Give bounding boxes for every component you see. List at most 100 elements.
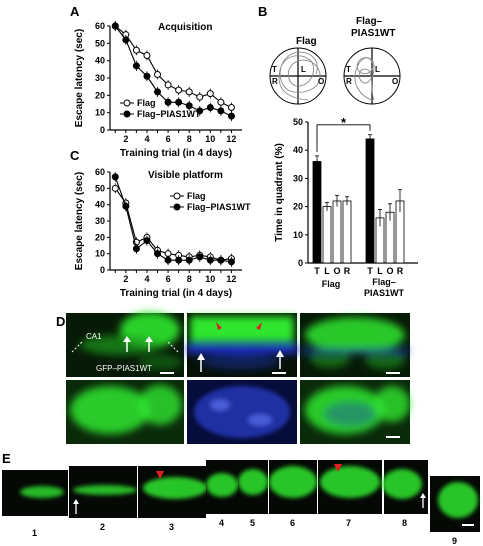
data-point-flag [196, 93, 204, 101]
y-tick-label: 10 [95, 249, 105, 259]
category-label: O [333, 266, 340, 276]
x-tick-label: 8 [187, 134, 192, 144]
data-point-pias1wt [175, 256, 183, 264]
serial-sections-panel-e: 1 2 3 4 5 6 7 8 9 [2, 460, 480, 546]
ca1-label: CA1 [86, 332, 102, 341]
group-label-pias-line2: PIAS1WT [364, 288, 405, 298]
legend-marker [123, 110, 131, 118]
y-axis-label: Escape latency (sec) [74, 172, 85, 270]
section-label-7: 7 [346, 518, 351, 528]
data-point-pias1wt [122, 202, 130, 210]
legend-label-flag: Flag [187, 191, 206, 201]
y-axis-label: Time in quadrant (%) [274, 143, 285, 242]
data-point-pias1wt [206, 256, 214, 264]
y-tick-label: 40 [95, 200, 105, 210]
legend-label-flag: Flag [137, 98, 156, 108]
x-tick-label: 12 [226, 134, 236, 144]
panel-letter-a: A [70, 4, 80, 19]
y-tick-label: 60 [95, 167, 105, 177]
y-tick-label: 10 [293, 230, 303, 240]
chart-title: Visible platform [148, 170, 223, 181]
y-tick-label: 40 [95, 56, 105, 66]
category-label: R [344, 266, 351, 276]
data-point-pias1wt [217, 256, 225, 264]
y-tick-label: 0 [100, 265, 105, 275]
data-point-flag [132, 46, 140, 54]
series-line-pias1wt [114, 176, 232, 263]
y-tick-label: 50 [95, 38, 105, 48]
quadrant-l-pias: L [375, 65, 380, 74]
x-tick-label: 2 [123, 134, 128, 144]
y-tick-label: 0 [100, 125, 105, 135]
data-point-pias1wt [206, 103, 214, 111]
data-point-flag [175, 86, 183, 94]
panel-letter-b: B [258, 4, 267, 19]
data-point-pias1wt [154, 250, 162, 258]
y-tick-label: 30 [95, 73, 105, 83]
category-label: L [324, 266, 330, 276]
category-label: O [386, 266, 393, 276]
x-tick-label: 4 [144, 134, 149, 144]
bar-r [342, 200, 352, 264]
data-point-pias1wt [185, 102, 193, 110]
data-point-pias1wt [154, 88, 162, 96]
data-point-flag [227, 103, 235, 111]
swim-label-pias1wt-1: Flag– [356, 16, 383, 27]
y-tick-label: 40 [293, 145, 303, 155]
section-label-5: 5 [250, 518, 255, 528]
data-point-pias1wt [122, 36, 130, 44]
y-tick-label: 60 [95, 21, 105, 31]
quadrant-r-pias: R [346, 77, 352, 86]
swim-path-flag: Flag T R L O [269, 36, 327, 105]
chart-title: Acquisition [158, 22, 212, 33]
quadrant-o-pias: O [392, 77, 398, 86]
group-label-flag: Flag [322, 279, 341, 289]
section-label-1: 1 [32, 528, 37, 538]
data-point-pias1wt [196, 253, 204, 261]
data-point-flag [154, 71, 162, 79]
x-axis-label: Training trial (in 4 days) [120, 148, 232, 159]
data-point-pias1wt [227, 112, 235, 120]
x-tick-label: 8 [187, 274, 192, 284]
y-tick-label: 30 [293, 173, 303, 183]
bar-l [322, 206, 332, 264]
y-tick-label: 10 [95, 108, 105, 118]
bar-o [332, 200, 342, 264]
section-label-3: 3 [169, 522, 174, 532]
quadrant-t-flag: T [272, 65, 277, 74]
histology-panel-d: CA1 GFP–PIAS1WT [66, 312, 410, 444]
y-tick-label: 20 [293, 202, 303, 212]
data-point-pias1wt [143, 72, 151, 80]
data-point-pias1wt [164, 256, 172, 264]
series-line-flag [114, 25, 232, 108]
section-label-4: 4 [219, 518, 224, 528]
data-point-pias1wt [111, 173, 119, 181]
data-point-pias1wt [227, 258, 235, 266]
chart-visible-platform: 0 10 20 30 40 50 60 2 4 6 8 10 12 Training trial (in … [74, 167, 251, 299]
category-label: R [397, 266, 404, 276]
data-point-pias1wt [143, 237, 151, 245]
data-point-flag [206, 90, 214, 98]
gfp-label: GFP–PIAS1WT [96, 364, 152, 373]
category-label: T [367, 266, 373, 276]
data-point-flag [185, 88, 193, 96]
x-axis-label: Training trial (in 4 days) [120, 288, 232, 299]
data-point-pias1wt [175, 98, 183, 106]
panel-letter-e: E [2, 451, 11, 466]
quadrant-l-flag: L [301, 65, 306, 74]
y-tick-label: 50 [95, 183, 105, 193]
x-tick-label: 10 [205, 134, 215, 144]
section-label-8: 8 [402, 518, 407, 528]
y-tick-label: 20 [95, 90, 105, 100]
significance-bracket [316, 124, 371, 152]
y-tick-label: 20 [95, 232, 105, 242]
category-label: L [377, 266, 383, 276]
category-label: T [314, 266, 320, 276]
data-point-pias1wt [217, 107, 225, 115]
swim-label-pias1wt-2: PIAS1WT [351, 28, 395, 39]
significance-star: * [341, 115, 347, 130]
legend-marker [123, 99, 131, 107]
section-label-2: 2 [100, 522, 105, 532]
panel-letter-c: C [70, 148, 80, 163]
